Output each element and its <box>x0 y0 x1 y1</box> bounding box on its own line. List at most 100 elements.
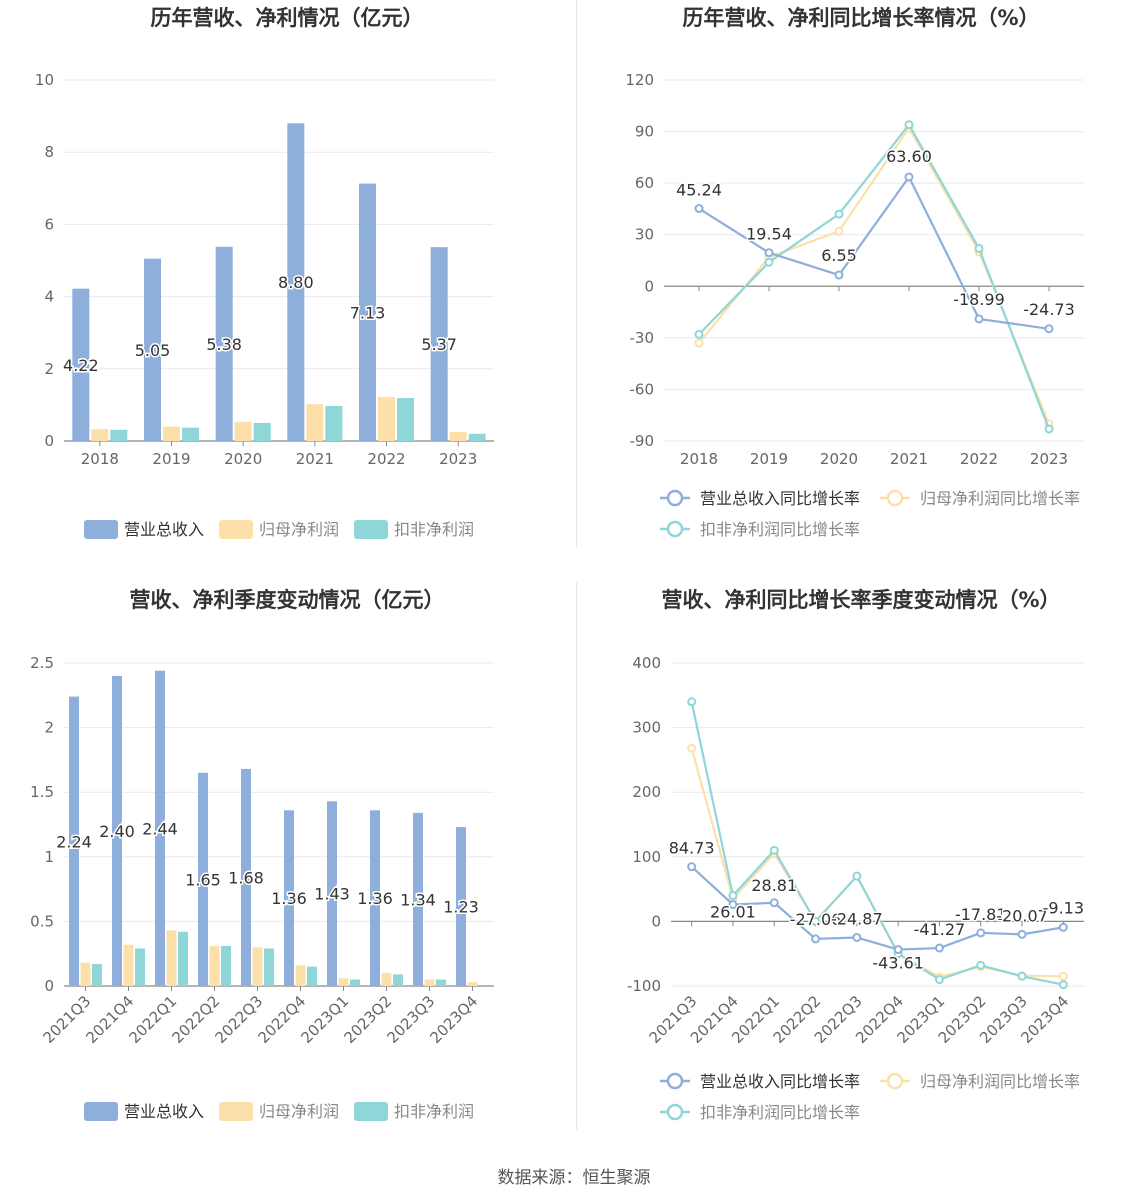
legend-swatch <box>84 1102 118 1121</box>
data-point <box>694 204 704 214</box>
data-label: 1.34 <box>400 890 436 909</box>
data-label: 2.40 <box>99 822 135 841</box>
data-label: -9.13 <box>1043 898 1084 917</box>
chart-canvas: 00.511.522.52021Q32021Q42022Q12022Q22022… <box>30 654 494 1121</box>
x-tick-label: 2022 <box>960 450 998 468</box>
y-tick-label: 0 <box>44 432 54 450</box>
y-tick-label: 100 <box>632 848 661 866</box>
data-label: 5.05 <box>135 341 171 360</box>
data-label: 4.22 <box>63 356 99 375</box>
bar <box>123 944 134 986</box>
legend-label: 营业总收入 <box>124 520 204 539</box>
chart-title: 营收、净利季度变动情况（亿元） <box>129 588 445 612</box>
bar <box>144 258 161 441</box>
data-label: 2.44 <box>142 819 178 838</box>
x-tick-label: 2023 <box>439 450 477 468</box>
data-point <box>934 943 944 953</box>
bar <box>456 827 466 986</box>
chart-panel-quarterly-growth: 营收、净利同比增长率季度变动情况（%） -100 0 100 200 300 400 202… <box>574 582 1148 1162</box>
y-tick-label: -30 <box>630 329 655 347</box>
chart-title: 营收、净利同比增长率季度变动情况（%） <box>661 588 1061 612</box>
bar <box>424 979 435 986</box>
chart-panel-quarterly-amounts: 营收、净利季度变动情况（亿元） 0 0.5 1 1.5 2 2.5 2021Q3 2021Q4… <box>0 582 574 1162</box>
data-label: 84.73 <box>669 839 715 858</box>
data-label: 1.43 <box>314 885 350 904</box>
legend-label: 归母净利润同比增长率 <box>920 1072 1080 1091</box>
data-source-note: 数据来源：恒生聚源 <box>497 1168 651 1188</box>
panel-divider <box>576 0 577 548</box>
legend-label: 扣非净利润同比增长率 <box>700 520 860 539</box>
bar <box>338 978 349 986</box>
legend-swatch <box>219 520 253 539</box>
bar <box>378 396 395 441</box>
bar <box>295 965 306 986</box>
data-point <box>694 338 704 348</box>
y-tick-label: 2.5 <box>30 654 54 672</box>
series-line <box>698 174 1050 330</box>
data-label: 26.01 <box>710 903 756 922</box>
data-label: 63.60 <box>886 147 932 166</box>
chart-panel-annual-amounts: 历年营收、净利情况（亿元） 0 2 4 6 8 10 2018 2019 2020 2021 202… <box>0 0 574 580</box>
data-point <box>687 743 697 753</box>
legend-label: 扣非净利润同比增长率 <box>700 1103 860 1122</box>
data-label: 1.36 <box>357 889 393 908</box>
bar <box>287 123 305 441</box>
data-label: -24.73 <box>1023 300 1075 319</box>
data-point <box>1044 324 1054 334</box>
bar <box>241 768 251 986</box>
data-point <box>974 243 984 253</box>
bar <box>182 427 199 441</box>
data-point <box>976 928 986 938</box>
data-point <box>834 270 844 280</box>
bar <box>264 948 274 986</box>
bar <box>381 973 392 986</box>
bar <box>397 398 414 441</box>
bar <box>413 812 423 986</box>
y-tick-label: 2 <box>44 719 54 737</box>
data-point <box>834 209 844 219</box>
data-label: 2.24 <box>56 832 92 851</box>
x-tick-label: 2022 <box>367 450 405 468</box>
bar <box>155 670 165 986</box>
data-point <box>728 900 738 910</box>
legend-marker <box>886 1072 904 1090</box>
legend-marker <box>666 1103 684 1121</box>
y-tick-label: -60 <box>630 380 655 398</box>
data-label: 1.68 <box>228 868 264 887</box>
bar <box>91 429 109 441</box>
series-line <box>690 701 1064 986</box>
y-tick-label: 0.5 <box>30 912 54 930</box>
data-point <box>1017 929 1027 939</box>
data-point <box>1058 922 1068 932</box>
y-tick-label: 0 <box>644 277 654 295</box>
bar <box>449 431 467 441</box>
bar <box>350 979 360 986</box>
x-tick-label: 2018 <box>81 450 119 468</box>
y-tick-label: 30 <box>635 226 654 244</box>
legend-swatch <box>219 1102 253 1121</box>
legend-label: 扣非净利润 <box>394 520 474 539</box>
data-label: -41.27 <box>914 920 966 939</box>
y-tick-label: 8 <box>44 143 54 161</box>
bar <box>430 247 448 441</box>
data-point <box>764 257 774 267</box>
chart-title: 历年营收、净利情况（亿元） <box>150 6 424 30</box>
y-tick-label: 4 <box>44 288 54 306</box>
data-point <box>694 329 704 339</box>
x-tick-label: 2023 <box>1030 450 1068 468</box>
data-point <box>769 845 779 855</box>
data-label: 19.54 <box>746 225 792 244</box>
chart-title: 历年营收、净利同比增长率情况（%） <box>682 6 1040 30</box>
legend-marker <box>666 520 684 538</box>
legend-label: 营业总收入同比增长率 <box>700 1072 860 1091</box>
chart-canvas: -10001002003004002021Q32021Q42022Q12022Q… <box>627 654 1086 1122</box>
bar <box>306 404 324 441</box>
bar <box>163 426 180 441</box>
legend-swatch <box>84 520 118 539</box>
data-label: 1.36 <box>271 889 307 908</box>
data-label: 8.80 <box>278 273 314 292</box>
data-point <box>811 916 821 926</box>
data-label: -43.61 <box>872 954 924 973</box>
bar <box>393 974 403 986</box>
legend-marker <box>666 1072 684 1090</box>
